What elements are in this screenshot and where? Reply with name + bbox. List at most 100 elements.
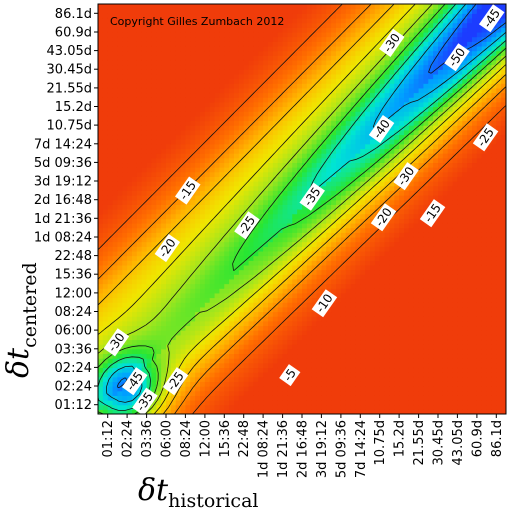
- heatmap-cell: [195, 101, 201, 108]
- heatmap-cell: [355, 325, 361, 331]
- heatmap-cell: [141, 87, 148, 94]
- heatmap-cell: [258, 246, 264, 252]
- heatmap-cell: [272, 344, 279, 350]
- heatmap-cell: [340, 106, 347, 112]
- heatmap-cell: [175, 167, 182, 173]
- heatmap-cell: [370, 292, 376, 299]
- heatmap-cell: [282, 381, 289, 387]
- heatmap-cell: [209, 232, 216, 238]
- heatmap-cell: [297, 302, 303, 308]
- heatmap-cell: [132, 55, 138, 61]
- heatmap-cell: [297, 367, 303, 373]
- heatmap-cell: [122, 358, 128, 364]
- heatmap-cell: [365, 69, 371, 75]
- heatmap-cell: [306, 69, 313, 75]
- heatmap-cell: [190, 390, 196, 396]
- heatmap-cell: [224, 167, 230, 173]
- heatmap-cell: [132, 120, 138, 126]
- heatmap-cell: [209, 4, 216, 10]
- heatmap-cell: [355, 22, 361, 28]
- heatmap-cell: [175, 162, 182, 168]
- heatmap-cell: [200, 278, 206, 285]
- heatmap-cell: [175, 36, 182, 42]
- heatmap-cell: [340, 353, 347, 359]
- heatmap-cell: [263, 292, 269, 299]
- heatmap-cell: [336, 409, 342, 414]
- heatmap-cell: [132, 111, 138, 117]
- heatmap-cell: [107, 376, 114, 382]
- heatmap-cell: [200, 78, 206, 84]
- heatmap-cell: [258, 218, 264, 224]
- heatmap-cell: [122, 236, 128, 243]
- heatmap-cell: [190, 83, 196, 89]
- heatmap-cell: [102, 115, 109, 122]
- heatmap-cell: [277, 87, 284, 94]
- heatmap-cell: [350, 278, 357, 285]
- heatmap-cell: [161, 367, 167, 373]
- heatmap-cell: [117, 97, 123, 103]
- heatmap-cell: [132, 339, 138, 345]
- heatmap-cell: [302, 334, 308, 341]
- heatmap-cell: [102, 125, 109, 131]
- heatmap-cell: [156, 409, 162, 414]
- heatmap-cell: [190, 171, 196, 177]
- heatmap-cell: [302, 372, 308, 378]
- heatmap-cell: [175, 404, 182, 410]
- heatmap-cell: [345, 283, 352, 289]
- heatmap-cell: [306, 311, 313, 317]
- heatmap-cell: [175, 222, 182, 229]
- heatmap-cell: [224, 250, 230, 257]
- heatmap-cell: [175, 255, 182, 261]
- heatmap-cell: [200, 50, 206, 56]
- heatmap-cell: [345, 325, 352, 331]
- heatmap-cell: [316, 17, 323, 24]
- heatmap-cell: [311, 22, 318, 28]
- heatmap-cell: [248, 97, 255, 103]
- heatmap-cell: [127, 330, 133, 336]
- heatmap-cell: [287, 348, 293, 355]
- heatmap-cell: [102, 395, 109, 401]
- heatmap-cell: [345, 297, 352, 303]
- heatmap-cell: [112, 139, 119, 145]
- heatmap-cell: [306, 213, 313, 219]
- heatmap-cell: [117, 171, 123, 177]
- heatmap-cell: [214, 260, 221, 266]
- heatmap-cell: [122, 97, 128, 103]
- heatmap-cell: [112, 241, 119, 247]
- heatmap-cell: [287, 316, 293, 322]
- heatmap-cell: [321, 171, 327, 177]
- heatmap-cell: [336, 129, 342, 136]
- heatmap-cell: [238, 97, 245, 103]
- heatmap-cell: [117, 367, 123, 373]
- heatmap-cell: [321, 73, 327, 80]
- heatmap-cell: [195, 111, 201, 117]
- heatmap-cell: [340, 362, 347, 369]
- heatmap-cell: [272, 195, 279, 201]
- heatmap-cell: [204, 372, 211, 378]
- heatmap-cell: [204, 250, 211, 257]
- heatmap-cell: [175, 87, 182, 94]
- heatmap-cell: [331, 204, 337, 210]
- heatmap-cell: [180, 395, 187, 401]
- heatmap-cell: [219, 181, 225, 187]
- heatmap-cell: [224, 50, 230, 56]
- heatmap-cell: [156, 134, 162, 140]
- heatmap-cell: [204, 4, 211, 10]
- heatmap-cell: [161, 115, 167, 122]
- heatmap-cell: [370, 157, 376, 164]
- heatmap-cell: [331, 111, 337, 117]
- heatmap-cell: [146, 232, 153, 238]
- heatmap-cell: [355, 195, 361, 201]
- heatmap-cell: [350, 139, 357, 145]
- heatmap-cell: [302, 311, 308, 317]
- heatmap-cell: [156, 358, 162, 364]
- heatmap-cell: [238, 181, 245, 187]
- heatmap-cell: [180, 115, 187, 122]
- heatmap-cell: [321, 409, 327, 414]
- heatmap-cell: [326, 372, 332, 378]
- heatmap-cell: [360, 64, 366, 70]
- heatmap-cell: [195, 83, 201, 89]
- heatmap-cell: [219, 367, 225, 373]
- heatmap-cell: [136, 344, 143, 350]
- heatmap-cell: [243, 274, 250, 280]
